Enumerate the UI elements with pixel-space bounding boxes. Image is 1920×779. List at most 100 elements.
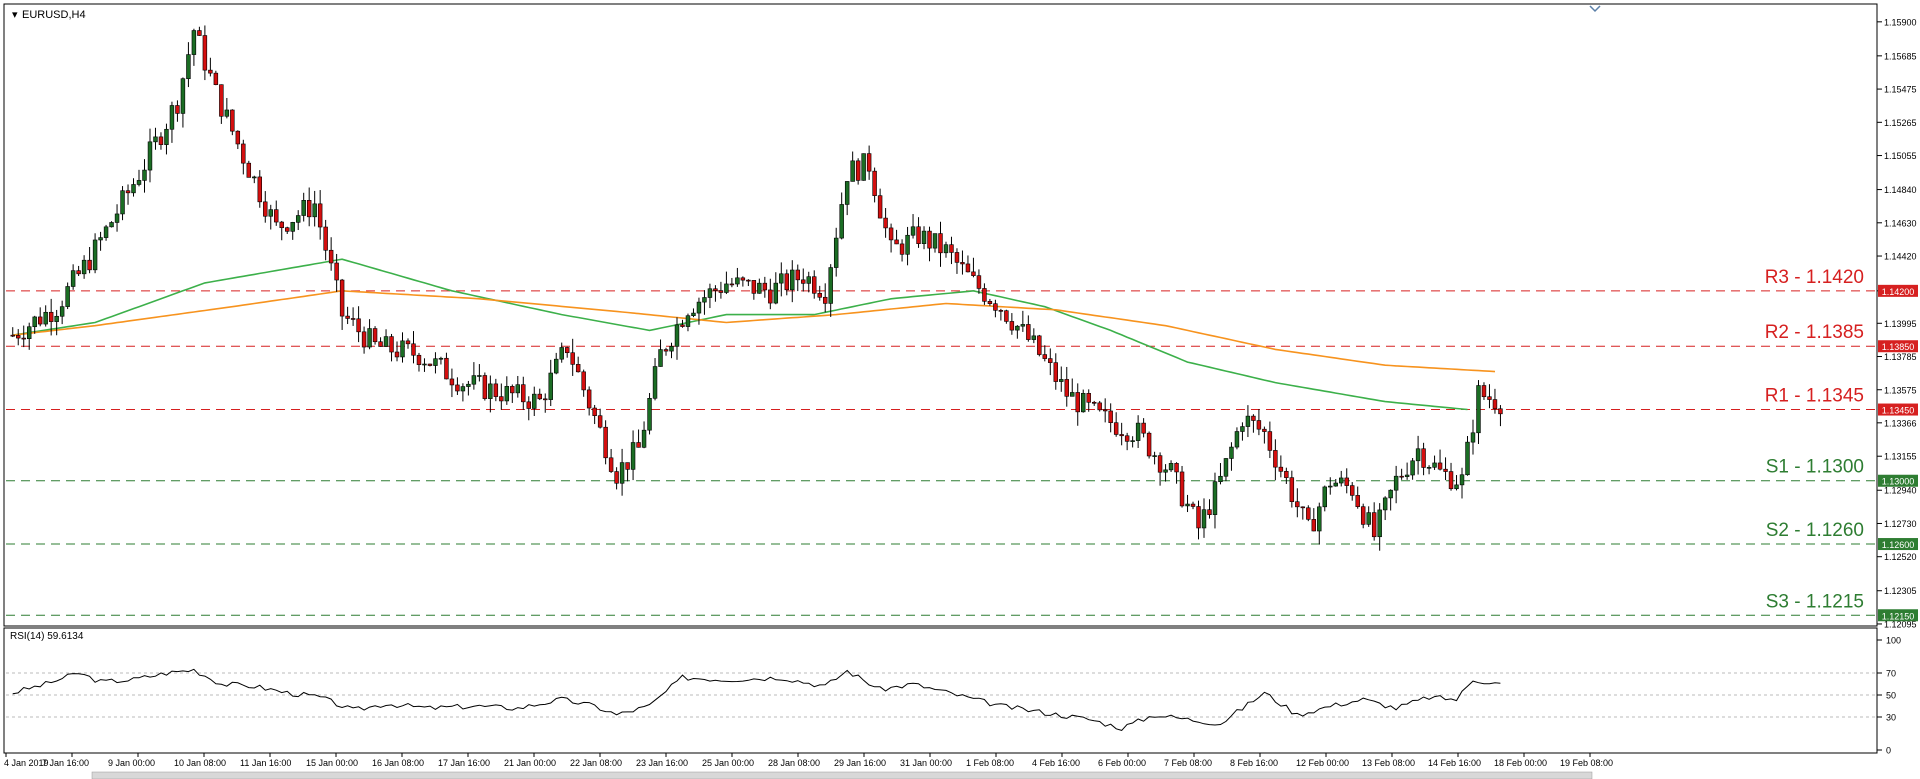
candle-body (241, 143, 246, 164)
candle-body (191, 30, 197, 55)
candle-body (603, 426, 608, 459)
price-axis[interactable]: 1.15900 1.15685 1.15475 1.15265 1.15055 1.148… (1877, 17, 1918, 629)
candle-body (625, 462, 630, 470)
candle-body (504, 386, 510, 402)
candle-body (1262, 428, 1267, 432)
candle-body (1059, 379, 1064, 382)
candle-body (1102, 409, 1108, 412)
candle-body (1371, 512, 1377, 538)
candle-body (597, 415, 603, 428)
candle-body (1124, 435, 1130, 442)
chart-title-marker: ▾ (12, 9, 18, 21)
candle-body (1091, 401, 1097, 404)
candle-body (1218, 475, 1223, 483)
candle-body (1393, 475, 1399, 491)
candle-body (290, 222, 295, 232)
candle-body (993, 303, 998, 311)
candle-body (1487, 396, 1492, 400)
candle-body (1251, 415, 1256, 421)
time-tick-label: 10 Jan 08:00 (174, 758, 226, 768)
rsi-axis[interactable]: 100 70 50 30 0 (1877, 636, 1901, 756)
candle-body (1355, 495, 1360, 507)
candle-body (844, 181, 850, 205)
candle-body (1328, 485, 1333, 488)
candle-body (773, 282, 779, 304)
candle-body (685, 315, 691, 327)
candle-body (1404, 474, 1410, 477)
candle-body (1157, 455, 1163, 473)
level-tag-label: 1.12600 (1882, 540, 1915, 550)
candle-body (54, 315, 59, 322)
candle-body (213, 72, 219, 85)
candle-body (65, 286, 70, 307)
candle-body (1190, 503, 1196, 507)
level-tag-label: 1.13450 (1882, 406, 1915, 416)
candle-body (1426, 466, 1432, 469)
candle-body (378, 341, 383, 347)
candle-body (1432, 462, 1437, 468)
candle-body (806, 276, 811, 284)
price-panel[interactable]: ▾ EURUSD,H4 R3 - 1.1420 R2 - 1.1385 R1 - 1… (3, 3, 1878, 627)
level-tag (1878, 403, 1918, 416)
candle-body (383, 336, 389, 347)
candle-body (1377, 509, 1382, 538)
candle-body (537, 393, 542, 400)
rsi-panel[interactable]: RSI(14) 59.6134 (3, 627, 1878, 754)
candle-body (768, 289, 773, 304)
candle-body (724, 283, 729, 293)
candle-body (1174, 463, 1179, 473)
candle-body (1135, 422, 1141, 441)
candle-body (521, 384, 526, 403)
candle-body (674, 324, 680, 347)
level-label: S1 - 1.1300 (1766, 457, 1864, 478)
candle-body (817, 292, 822, 298)
candle-body (120, 190, 125, 215)
candle-body (1015, 325, 1020, 331)
candle-body (235, 130, 241, 145)
candle-body (306, 200, 312, 218)
candle-body (1026, 324, 1031, 340)
candle-body (32, 316, 37, 328)
candle-body (230, 109, 235, 132)
candle-body (1322, 486, 1327, 508)
time-tick-label: 31 Jan 00:00 (900, 758, 952, 768)
scroll-marker-icon[interactable] (1589, 5, 1601, 13)
candle-body (1465, 441, 1470, 476)
candle-body (274, 209, 279, 223)
candle-body (422, 363, 427, 366)
time-tick-label: 21 Jan 00:00 (504, 758, 556, 768)
candle-body (713, 288, 718, 291)
candle-body (263, 201, 268, 217)
candle-body (998, 310, 1004, 312)
candle-body (652, 366, 658, 399)
candle-body (987, 301, 993, 304)
time-tick-label: 6 Feb 00:00 (1098, 758, 1146, 768)
time-tick-label: 4 Jan 2019 (4, 758, 49, 768)
price-tick-label: 1.13366 (1884, 418, 1917, 428)
candle-body (921, 230, 927, 244)
candle-body (164, 128, 169, 145)
candle-body (48, 311, 54, 322)
time-tick-label: 29 Jan 16:00 (834, 758, 886, 768)
candle-body (427, 363, 433, 366)
candle-body (718, 290, 724, 293)
time-tick-label: 17 Jan 16:00 (438, 758, 490, 768)
candle-body (1399, 475, 1404, 478)
price-tick-label: 1.13575 (1884, 385, 1917, 395)
candle-body (466, 383, 471, 387)
candle-body (839, 204, 844, 239)
time-tick-label: 9 Jan 00:00 (108, 758, 155, 768)
candle-body (1070, 392, 1075, 397)
level-label: R3 - 1.1420 (1765, 267, 1864, 288)
candle-body (186, 54, 191, 80)
candle-body (861, 153, 866, 181)
candle-body (1179, 471, 1185, 507)
candle-body (1273, 450, 1278, 468)
candle-body (1212, 481, 1218, 515)
time-tick-label: 7 Jan 16:00 (42, 758, 89, 768)
horizontal-scrollbar[interactable] (91, 771, 1593, 779)
candle-body (1201, 509, 1207, 529)
candle-body (822, 296, 828, 304)
